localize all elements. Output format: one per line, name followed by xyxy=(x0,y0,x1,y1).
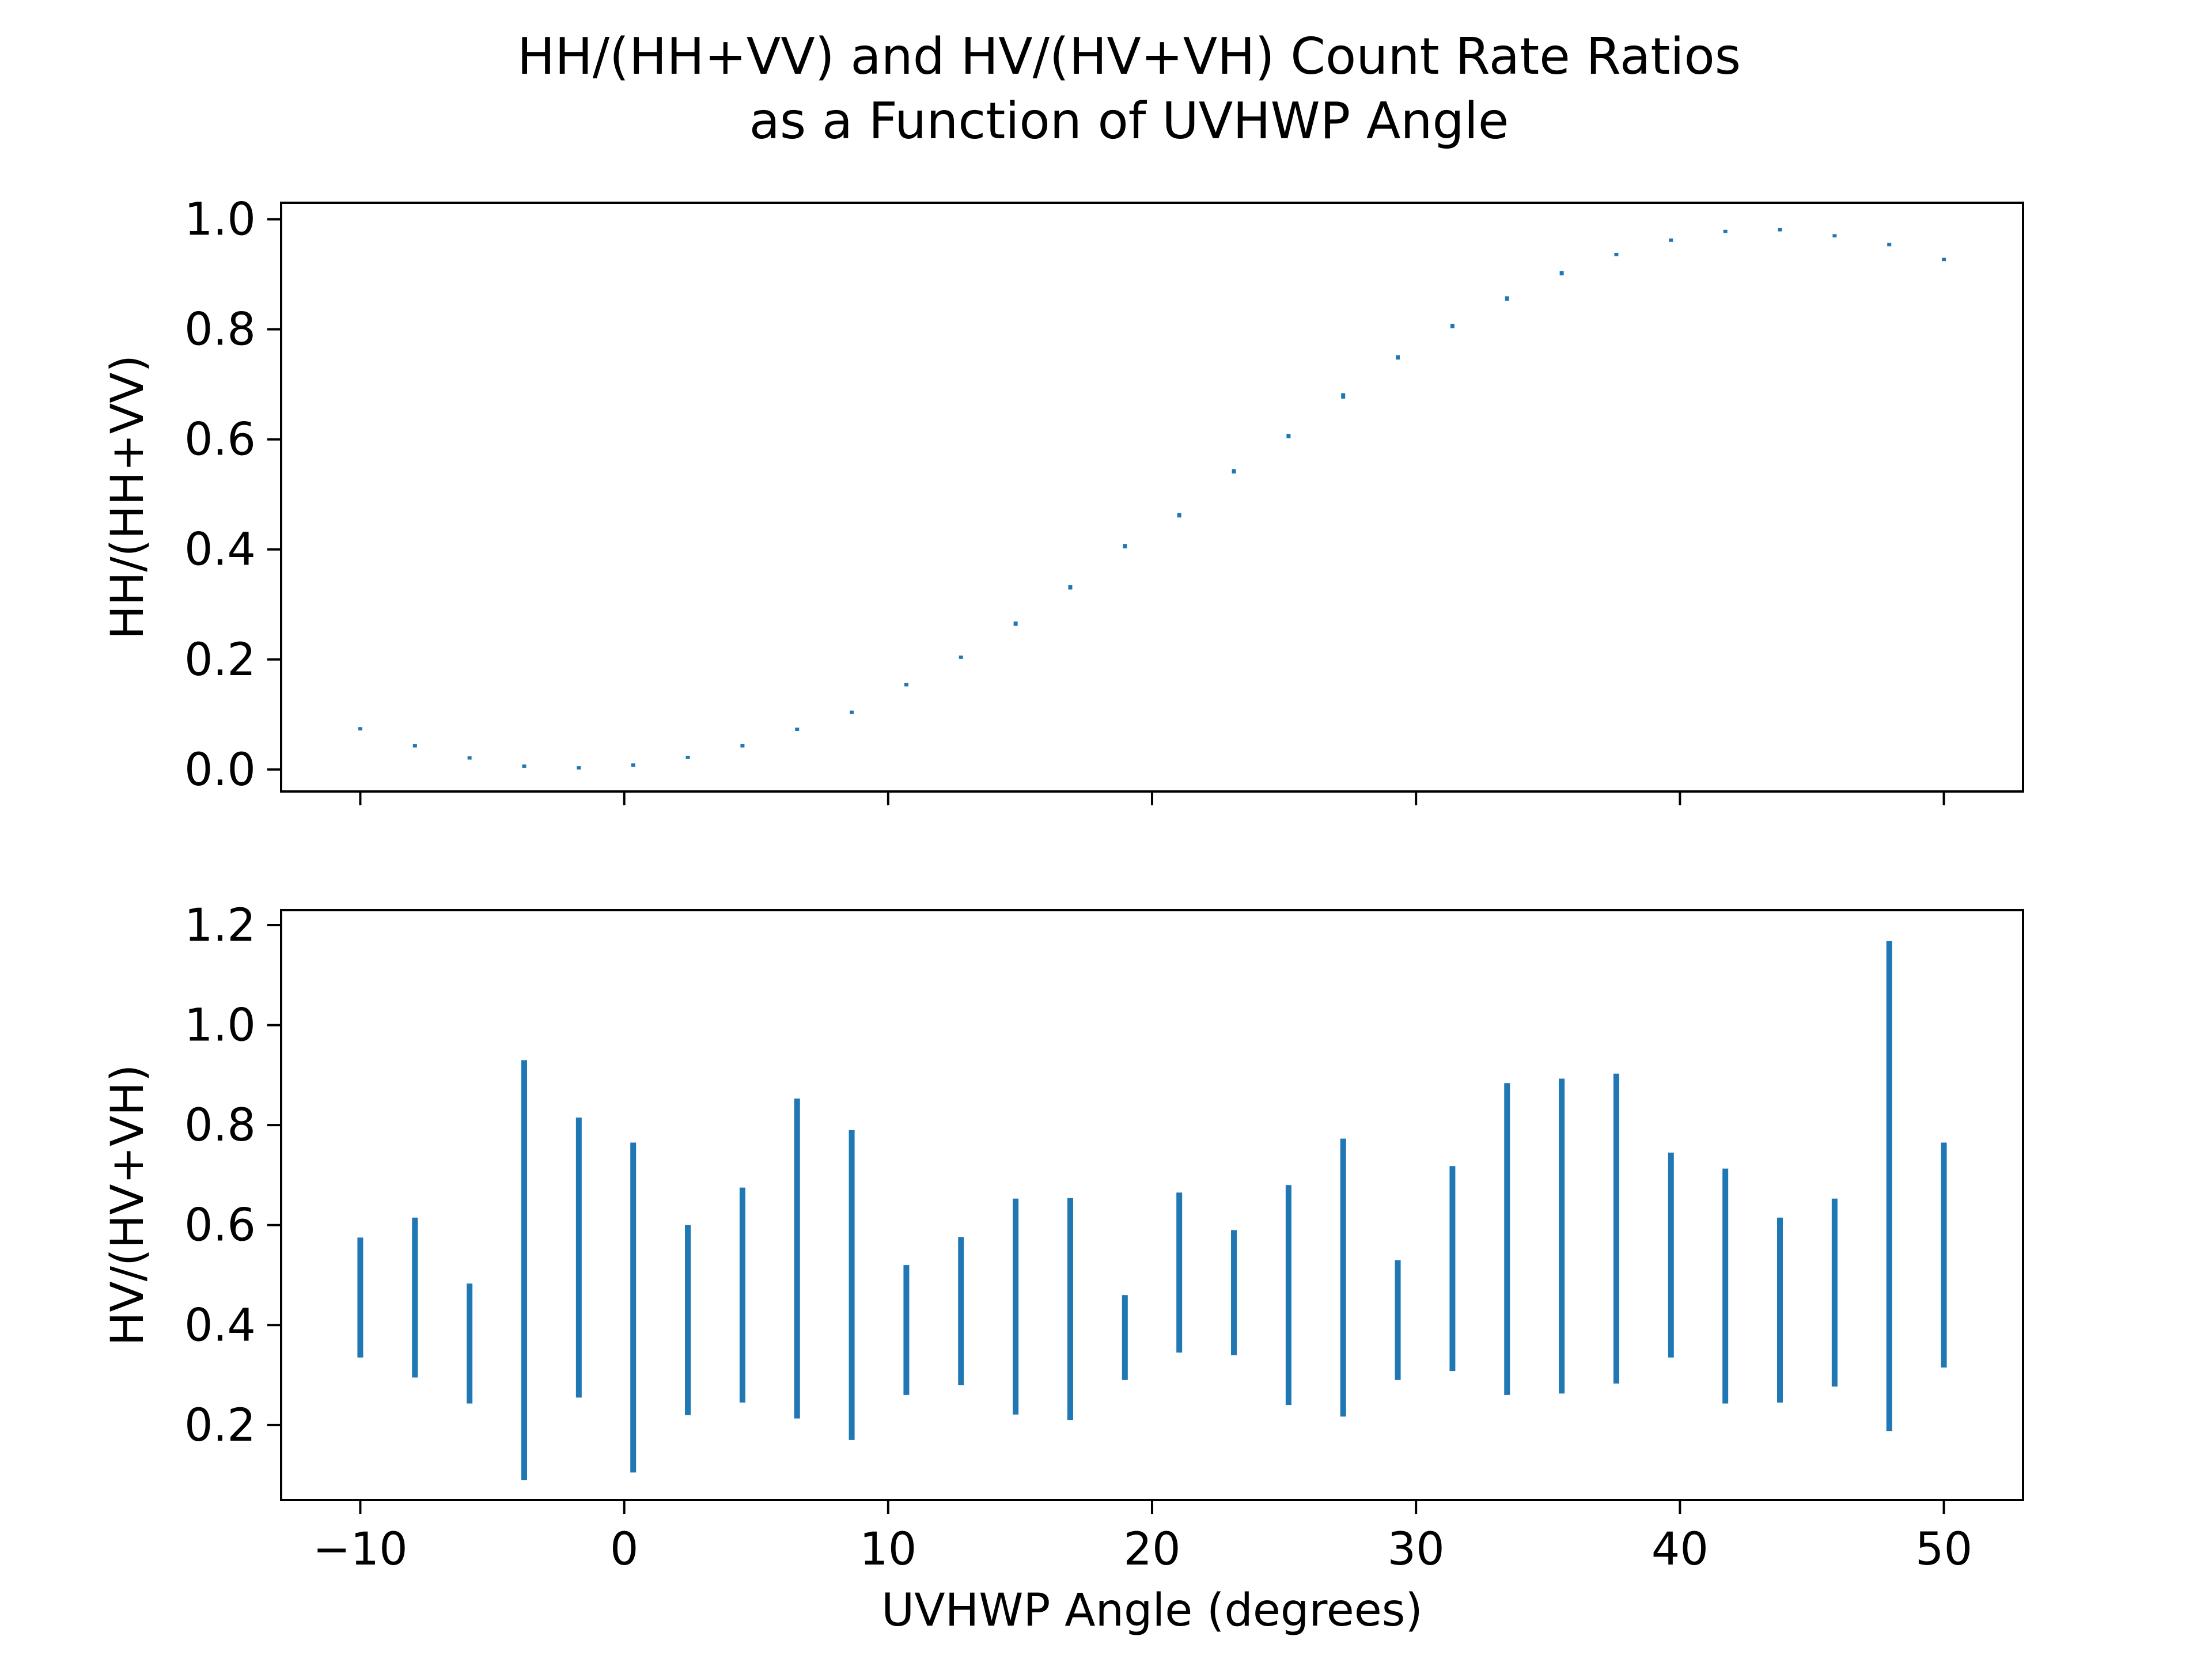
y-tick-label: 0.2 xyxy=(184,1400,256,1452)
y-tick-label: 1.2 xyxy=(184,900,256,952)
y-tick-label: 0.6 xyxy=(184,1200,256,1252)
x-tick-label: 10 xyxy=(859,1524,916,1575)
x-tick-label: 30 xyxy=(1388,1524,1445,1575)
bottom-subplot-hv-ratio: −10 0 10 20 30 40 50 0.2 0.4 0.6 0.8 1.0 1.2 HV/(HV+V… xyxy=(102,900,2024,1637)
x-tick-label: 20 xyxy=(1123,1524,1180,1575)
y-tick-label: 0.0 xyxy=(184,744,256,796)
x-tick-label: 0 xyxy=(610,1524,639,1575)
x-tick-label: 50 xyxy=(1915,1524,1972,1575)
x-tick-label: 40 xyxy=(1652,1524,1709,1575)
y-tick-label: 0.6 xyxy=(184,414,256,466)
y-axis-label: HV/(HV+VH) xyxy=(102,1065,154,1346)
y-tick-label: 0.4 xyxy=(184,524,256,576)
x-tick-label: −10 xyxy=(313,1524,408,1575)
top-subplot-hh-ratio: 0.0 0.2 0.4 0.6 0.8 1.0 HH/(HH+VV) xyxy=(102,194,2024,805)
figure-title-line-1: HH/(HH+VV) and HV/(HV+VH) Count Rate Rat… xyxy=(517,27,1741,86)
figure-title-line-2: as a Function of UVHWP Angle xyxy=(749,92,1509,150)
y-tick-label: 0.8 xyxy=(184,1100,256,1152)
x-axis-label: UVHWP Angle (degrees) xyxy=(881,1585,1423,1637)
y-tick-label: 1.0 xyxy=(184,1000,256,1052)
y-tick-label: 1.0 xyxy=(184,194,256,246)
y-tick-label: 0.8 xyxy=(184,304,256,356)
y-tick-label: 0.4 xyxy=(184,1300,256,1351)
y-axis-label: HH/(HH+VV) xyxy=(102,355,154,639)
y-tick-label: 0.2 xyxy=(184,634,256,686)
